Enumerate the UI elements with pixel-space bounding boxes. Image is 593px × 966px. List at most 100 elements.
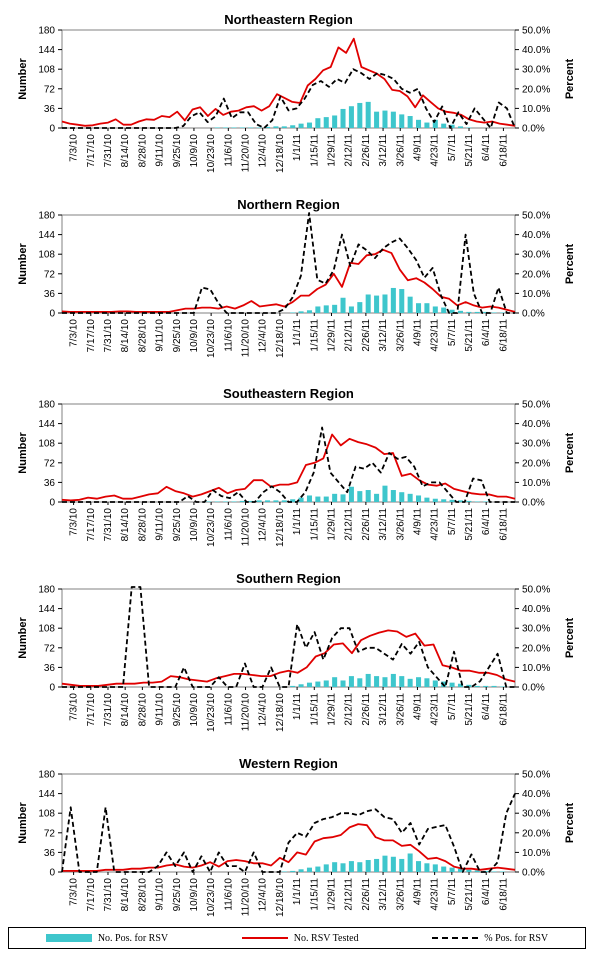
charts-canvas: Northeastern Region 0 36 72 108 144 180 0.0% 10.… xyxy=(17,12,576,917)
x-tick-label: 11/6/10 xyxy=(223,319,234,352)
bar-positive xyxy=(390,111,396,128)
x-tick-label: 10/23/10 xyxy=(206,693,217,732)
bar-positive xyxy=(340,680,346,687)
bar-positive xyxy=(382,677,388,687)
y-tick-label: 72 xyxy=(44,458,56,469)
y-tick-label: 144 xyxy=(38,604,55,615)
bar-positive xyxy=(399,114,405,128)
y2-tick-label: 10.0% xyxy=(522,663,550,674)
bar-positive xyxy=(256,500,262,502)
line-tested xyxy=(61,248,516,313)
y2-tick-label: 20.0% xyxy=(522,84,550,95)
bar-positive xyxy=(457,683,463,687)
y2-tick-label: 50.0% xyxy=(522,770,550,781)
bar-positive xyxy=(239,127,245,128)
x-tick-label: 7/31/10 xyxy=(103,878,114,912)
bar-positive xyxy=(357,862,363,872)
x-tick-label: 1/29/11 xyxy=(326,319,337,352)
x-tick-label: 11/6/10 xyxy=(223,878,234,911)
x-tick-label: 3/26/11 xyxy=(395,508,406,541)
x-tick-label: 11/20/10 xyxy=(241,878,252,917)
bar-positive xyxy=(306,122,312,128)
bar-positive xyxy=(281,500,287,502)
bar-positive xyxy=(457,126,463,128)
bar-positive xyxy=(323,680,329,687)
x-tick-label: 11/6/10 xyxy=(223,134,234,167)
bar-positive xyxy=(483,311,489,313)
x-tick-label: 6/4/11 xyxy=(481,878,492,905)
bar-positive xyxy=(348,306,354,313)
x-tick-label: 8/28/10 xyxy=(137,134,148,168)
x-tick-label: 8/14/10 xyxy=(120,878,131,912)
bar-positive xyxy=(332,677,338,687)
line-percent xyxy=(62,586,515,688)
chart-title: Western Region xyxy=(239,756,338,771)
x-tick-label: 8/14/10 xyxy=(120,693,131,727)
bar-positive xyxy=(315,866,321,872)
bar-positive xyxy=(306,682,312,687)
x-tick-label: 10/9/10 xyxy=(189,319,200,353)
bar-positive xyxy=(298,311,304,313)
bar-positive xyxy=(281,871,287,872)
x-tick-label: 4/9/11 xyxy=(412,134,423,161)
x-tick-label: 5/7/11 xyxy=(447,508,458,535)
bar-positive xyxy=(298,123,304,128)
bar-positive xyxy=(483,685,489,687)
bar-positive xyxy=(457,868,463,872)
bar-positive xyxy=(449,682,455,687)
x-tick-label: 10/9/10 xyxy=(189,134,200,168)
bar-positive xyxy=(432,119,438,128)
x-tick-label: 2/26/11 xyxy=(361,319,372,352)
x-tick-label: 7/31/10 xyxy=(103,508,114,542)
y-tick-label: 0 xyxy=(49,309,55,320)
y2-tick-label: 10.0% xyxy=(522,478,550,489)
x-tick-label: 7/17/10 xyxy=(86,134,97,168)
bar-positive xyxy=(374,493,380,502)
bar-positive xyxy=(407,493,413,502)
x-tick-label: 8/28/10 xyxy=(137,693,148,727)
x-tick-label: 8/28/10 xyxy=(137,878,148,912)
x-tick-label: 6/18/11 xyxy=(498,693,509,726)
bar-positive xyxy=(474,685,480,687)
bar-positive xyxy=(499,871,505,872)
x-tick-label: 3/12/11 xyxy=(378,508,389,541)
chart-panel-4: Southern Region 0 36 72 108 144 180 0.0% 10.0% 20… xyxy=(17,571,576,732)
bar-positive xyxy=(357,491,363,502)
x-tick-label: 2/26/11 xyxy=(361,693,372,726)
y-axis-title: Number xyxy=(17,243,29,285)
y2-tick-label: 20.0% xyxy=(522,643,550,654)
x-tick-label: 7/3/10 xyxy=(69,508,80,536)
x-tick-label: 11/20/10 xyxy=(241,319,252,358)
bar-positive xyxy=(491,312,497,313)
y-tick-label: 36 xyxy=(44,104,56,115)
bar-positive xyxy=(382,294,388,313)
x-tick-label: 1/29/11 xyxy=(326,878,337,911)
x-tick-label: 6/4/11 xyxy=(481,319,492,346)
x-tick-label: 5/21/11 xyxy=(464,319,475,352)
y-tick-label: 36 xyxy=(44,478,56,489)
bar-positive xyxy=(323,305,329,313)
bar-positive xyxy=(348,676,354,687)
y-tick-label: 180 xyxy=(38,585,55,596)
y-tick-label: 180 xyxy=(38,211,55,222)
bar-positive xyxy=(348,106,354,128)
x-tick-label: 4/9/11 xyxy=(412,693,423,720)
x-tick-label: 3/12/11 xyxy=(378,134,389,167)
bar-positive xyxy=(315,118,321,128)
x-tick-label: 11/6/10 xyxy=(223,693,234,726)
bar-positive xyxy=(357,102,363,128)
bar-positive xyxy=(298,869,304,872)
y2-tick-label: 50.0% xyxy=(522,26,550,37)
bar-positive xyxy=(265,500,271,502)
x-tick-label: 3/26/11 xyxy=(395,134,406,167)
bar-positive xyxy=(407,116,413,128)
x-tick-label: 10/23/10 xyxy=(206,319,217,358)
y-tick-label: 0 xyxy=(49,868,55,879)
legend-item-positive: No. Pos. for RSV xyxy=(45,933,168,944)
line-tested xyxy=(61,433,516,502)
chart-title: Southeastern Region xyxy=(223,386,354,401)
bar-positive xyxy=(365,860,371,872)
line-percent xyxy=(62,426,515,503)
x-tick-label: 6/18/11 xyxy=(498,319,509,352)
bar-positive xyxy=(340,297,346,313)
